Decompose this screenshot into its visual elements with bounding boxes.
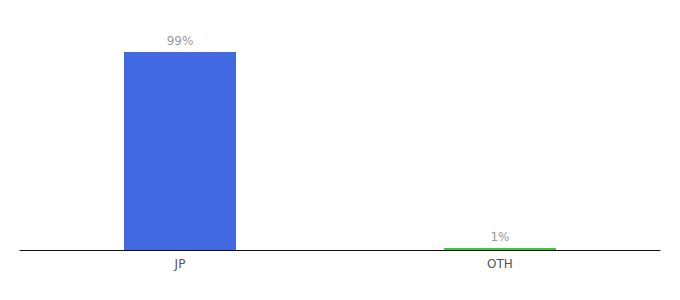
svg-text:OTH: OTH bbox=[487, 257, 513, 271]
svg-text:1%: 1% bbox=[490, 230, 509, 244]
svg-text:99%: 99% bbox=[167, 34, 194, 48]
svg-text:JP: JP bbox=[174, 257, 186, 271]
